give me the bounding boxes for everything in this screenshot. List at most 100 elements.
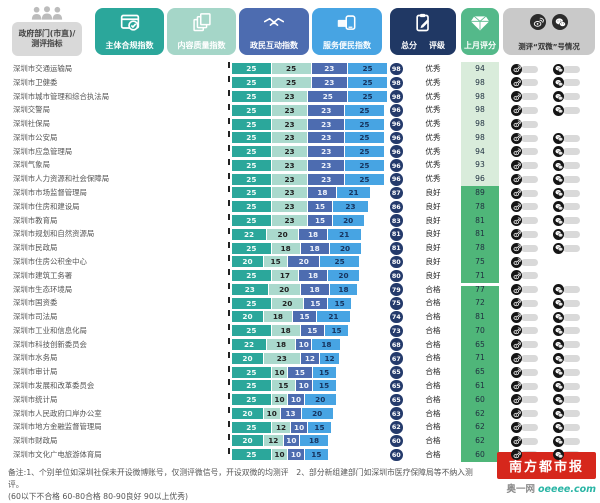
total-score-badge: 79 — [390, 283, 403, 296]
service-segment: 25 — [345, 146, 384, 158]
dept-label: 深圳市科技创新委员会 — [13, 339, 87, 349]
rating-label: 合格 — [425, 436, 441, 446]
weibo-account — [511, 421, 547, 433]
wechat-icon — [553, 449, 564, 461]
compliance-segment: 25 — [232, 380, 271, 392]
footnote-line2: (60以下不合格 60-80合格 80-90良好 90以上优秀) — [8, 492, 189, 502]
total-score-badge: 73 — [390, 324, 403, 338]
rating-label: 良好 — [425, 229, 441, 239]
last-month-score: 70 — [461, 323, 499, 338]
total-score-badge: 74 — [390, 310, 403, 324]
total-score-badge: 81 — [390, 228, 403, 241]
wechat-icon — [553, 132, 564, 144]
account-icons — [511, 311, 589, 323]
table-row: 深圳市民政局 25 18 18 20 81 良好 78 — [0, 241, 600, 255]
handshake-icon — [239, 13, 309, 33]
account-icons — [511, 339, 589, 351]
total-score-badge: 83 — [390, 214, 403, 227]
rating-label: 合格 — [425, 339, 441, 349]
interaction-segment: 23 — [308, 159, 345, 171]
wechat-icon — [553, 394, 564, 406]
table-row: 深圳市住房和建设局 25 23 15 23 86 良好 78 — [0, 199, 600, 214]
compliance-segment: 25 — [232, 214, 271, 226]
interaction-segment: 13 — [280, 407, 301, 419]
interaction-segment: 15 — [288, 366, 312, 378]
dept-label: 深圳市审计局 — [13, 367, 58, 377]
table-row: 深圳市公安局 25 23 23 25 96 优秀 98 — [0, 130, 600, 145]
quality-segment: 25 — [271, 77, 311, 89]
weibo-icon — [511, 215, 522, 227]
wechat-icon — [553, 408, 564, 420]
stacked-bar: 25 25 23 25 — [228, 62, 387, 75]
account-name-pill — [521, 217, 538, 225]
wechat-icon — [553, 77, 564, 89]
weibo-account — [511, 63, 547, 75]
wechat-account — [553, 63, 589, 75]
service-segment: 21 — [337, 187, 370, 199]
total-score-badge: 75 — [390, 297, 403, 310]
interaction-segment: 10 — [288, 449, 304, 461]
account-name-pill — [521, 244, 538, 252]
dept-label: 深圳市财政局 — [13, 436, 58, 446]
account-name-pill — [563, 244, 580, 252]
weibo-account — [511, 132, 547, 144]
total-score-badge: 86 — [390, 200, 403, 214]
account-name-pill — [563, 299, 580, 307]
stacked-bar: 25 23 18 21 — [228, 186, 370, 199]
quality-segment: 10 — [264, 407, 280, 419]
compliance-segment: 25 — [232, 297, 271, 309]
wechat-account — [553, 160, 589, 172]
wechat-account — [553, 421, 589, 433]
footnotes: 备注:1、个别单位如深圳社保未开设微博账号，仅测评微信号，开设双微的均测评 2、… — [8, 467, 488, 503]
table-row: 深圳市司法局 20 18 15 21 74 合格 81 — [0, 310, 600, 324]
compliance-segment: 25 — [232, 201, 271, 213]
wechat-icon — [553, 173, 564, 185]
compliance-segment: 25 — [232, 118, 271, 130]
wechat-account — [553, 228, 589, 240]
wechat-account — [553, 380, 589, 392]
wechat-account — [553, 132, 589, 144]
weibo-icon — [511, 449, 522, 461]
stacked-bar: 25 10 10 15 — [228, 448, 328, 461]
dept-label: 深圳市规划和自然资源局 — [13, 229, 95, 239]
stacked-bar: 22 18 10 18 — [227, 338, 341, 351]
service-segment: 15 — [324, 325, 349, 337]
last-month-score: 81 — [461, 310, 499, 324]
stacked-bar: 25 23 15 20 — [228, 213, 364, 226]
wechat-icon — [553, 91, 564, 103]
weibo-account — [511, 270, 547, 282]
last-month-score: 62 — [461, 434, 499, 448]
dept-label: 深圳市卫健委 — [13, 77, 58, 87]
dept-label: 深圳市交通运输局 — [13, 64, 73, 73]
wechat-icon — [553, 339, 564, 351]
quality-segment: 23 — [271, 159, 308, 171]
rating-label: 良好 — [425, 201, 441, 211]
account-icons — [511, 63, 589, 75]
service-segment: 21 — [317, 311, 350, 323]
service-segment: 25 — [320, 256, 359, 268]
account-name-pill — [521, 355, 538, 362]
compliance-segment: 25 — [232, 173, 271, 185]
compliance-segment: 25 — [232, 270, 271, 282]
dept-label: 深圳市住房和建设局 — [13, 201, 80, 211]
stacked-bar: 20 10 13 20 — [228, 406, 333, 419]
rating-label: 优秀 — [425, 132, 441, 142]
account-name-pill — [563, 106, 580, 114]
compliance-segment: 22 — [232, 339, 267, 351]
stacked-bar: 25 23 23 25 — [228, 172, 384, 185]
quality-segment: 20 — [271, 297, 303, 309]
table-row: 深圳市统计局 25 10 10 20 65 合格 60 — [0, 392, 600, 407]
stacked-bar: 25 23 23 25 — [228, 145, 384, 158]
weibo-account — [511, 242, 547, 254]
account-icons — [511, 284, 589, 296]
weibo-icon — [511, 256, 522, 268]
interaction-segment: 23 — [308, 173, 345, 185]
site-name: 奥一网 — [506, 484, 535, 495]
compliance-segment: 25 — [232, 104, 271, 116]
last-month-score: 81 — [461, 227, 499, 242]
last-month-score: 65 — [461, 337, 499, 352]
wechat-icon — [553, 187, 564, 199]
account-icons — [511, 201, 589, 213]
wechat-account — [553, 408, 589, 420]
stacked-bar: 25 15 10 15 — [228, 379, 336, 392]
